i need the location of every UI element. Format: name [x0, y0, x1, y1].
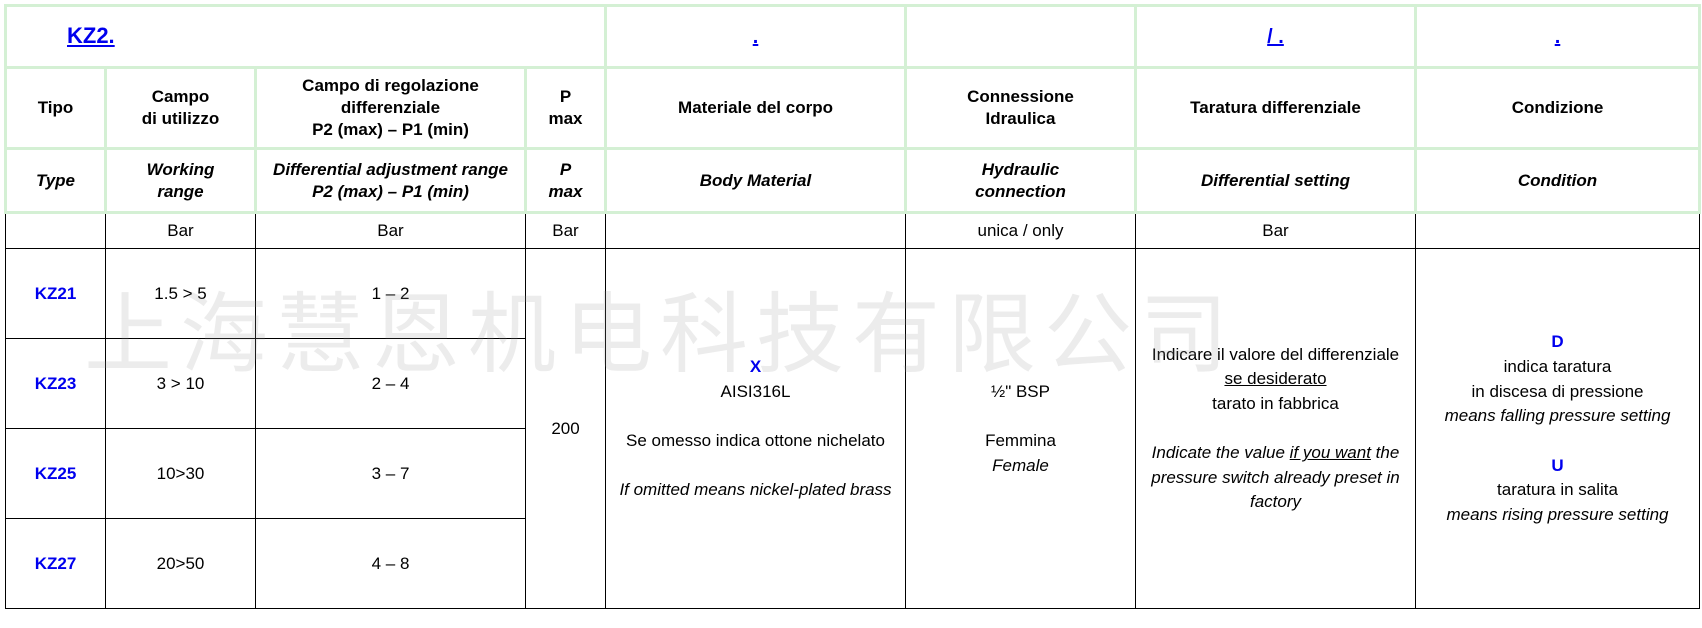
- material-en: If omitted means nickel-plated brass: [619, 480, 891, 499]
- condition-cell: D indica taraturain discesa di pressione…: [1416, 249, 1700, 609]
- spec-table: KZ2. . / . . Tipo Campodi utilizzo Campo…: [4, 4, 1701, 609]
- table-container: 上海慧恩机电科技有限公司 KZ2. . / . . Tipo Campodi u…: [4, 4, 1698, 609]
- hdr-condizione: Condizione: [1416, 68, 1700, 149]
- cond-d-it: indica taraturain discesa di pressione: [1472, 357, 1644, 401]
- units-6: Bar: [1136, 213, 1416, 249]
- conn-it: Femmina: [985, 431, 1056, 450]
- working-0: 1.5 > 5: [106, 249, 256, 339]
- hdr-connessione: ConnessioneIdraulica: [906, 68, 1136, 149]
- hdr-pmax-en: Pmax: [526, 149, 606, 213]
- units-1: Bar: [106, 213, 256, 249]
- link-slash-dot[interactable]: / .: [1267, 26, 1284, 48]
- diff-3: 4 – 8: [256, 519, 526, 609]
- hdr-taratura: Taratura differenziale: [1136, 68, 1416, 149]
- link-dot-1[interactable]: .: [753, 26, 759, 48]
- cond-u-code: U: [1551, 456, 1563, 475]
- conn-size: ½" BSP: [991, 382, 1050, 401]
- diff-en-wrap: Indicate the value if you want the press…: [1151, 443, 1400, 511]
- hdr-materiale: Materiale del corpo: [606, 68, 906, 149]
- units-2: Bar: [256, 213, 526, 249]
- diff-en-2: if you want: [1290, 443, 1371, 462]
- link-dot-2[interactable]: .: [1555, 26, 1561, 48]
- material-code-desc: AISI316L: [721, 382, 791, 401]
- units-0: [6, 213, 106, 249]
- hdr-body-material: Body Material: [606, 149, 906, 213]
- code-kz27: KZ27: [35, 554, 77, 573]
- hdr-diff-adj: Differential adjustment rangeP2 (max) – …: [256, 149, 526, 213]
- top-link-row: KZ2. . / . .: [6, 6, 1700, 68]
- diff-en-1: Indicate the value: [1152, 443, 1285, 462]
- units-7: [1416, 213, 1700, 249]
- hdr-hydraulic-conn: Hydraulicconnection: [906, 149, 1136, 213]
- diff-0: 1 – 2: [256, 249, 526, 339]
- body-material-cell: X AISI316L Se omesso indica ottone niche…: [606, 249, 906, 609]
- pmax-cell: 200: [526, 249, 606, 609]
- hdr-type: Type: [6, 149, 106, 213]
- hdr-condition: Condition: [1416, 149, 1700, 213]
- cond-d-en: means falling pressure setting: [1445, 406, 1671, 425]
- hdr-pmax-it: Pmax: [526, 68, 606, 149]
- header-row-italian: Tipo Campodi utilizzo Campo di regolazio…: [6, 68, 1700, 149]
- link-kz2[interactable]: KZ2.: [67, 23, 115, 48]
- hdr-diff-setting: Differential setting: [1136, 149, 1416, 213]
- cond-u-en: means rising pressure setting: [1446, 505, 1668, 524]
- units-row: Bar Bar Bar unica / only Bar: [6, 213, 1700, 249]
- working-3: 20>50: [106, 519, 256, 609]
- units-3: Bar: [526, 213, 606, 249]
- material-it: Se omesso indica ottone nichelato: [626, 431, 885, 450]
- diff-it-2: se desiderato: [1224, 369, 1326, 388]
- hdr-campo-utilizzo: Campodi utilizzo: [106, 68, 256, 149]
- diff-it-1: Indicare il valore del differenziale: [1152, 345, 1399, 364]
- cond-u-it: taratura in salita: [1497, 480, 1618, 499]
- cond-d-code: D: [1551, 332, 1563, 351]
- working-1: 3 > 10: [106, 339, 256, 429]
- table-row: KZ21 1.5 > 5 1 – 2 200 X AISI316L Se ome…: [6, 249, 1700, 339]
- working-2: 10>30: [106, 429, 256, 519]
- connection-cell: ½" BSP Femmina Female: [906, 249, 1136, 609]
- code-kz25: KZ25: [35, 464, 77, 483]
- diff-1: 2 – 4: [256, 339, 526, 429]
- diff-it-3: tarato in fabbrica: [1212, 394, 1339, 413]
- material-code: X: [750, 357, 761, 376]
- code-kz21: KZ21: [35, 284, 77, 303]
- hdr-tipo: Tipo: [6, 68, 106, 149]
- header-row-english: Type Workingrange Differential adjustmen…: [6, 149, 1700, 213]
- units-4: [606, 213, 906, 249]
- hdr-working-range: Workingrange: [106, 149, 256, 213]
- code-kz23: KZ23: [35, 374, 77, 393]
- units-5: unica / only: [906, 213, 1136, 249]
- diff-setting-cell: Indicare il valore del differenziale se …: [1136, 249, 1416, 609]
- diff-2: 3 – 7: [256, 429, 526, 519]
- hdr-campo-regolazione: Campo di regolazione differenzialeP2 (ma…: [256, 68, 526, 149]
- conn-en: Female: [992, 456, 1049, 475]
